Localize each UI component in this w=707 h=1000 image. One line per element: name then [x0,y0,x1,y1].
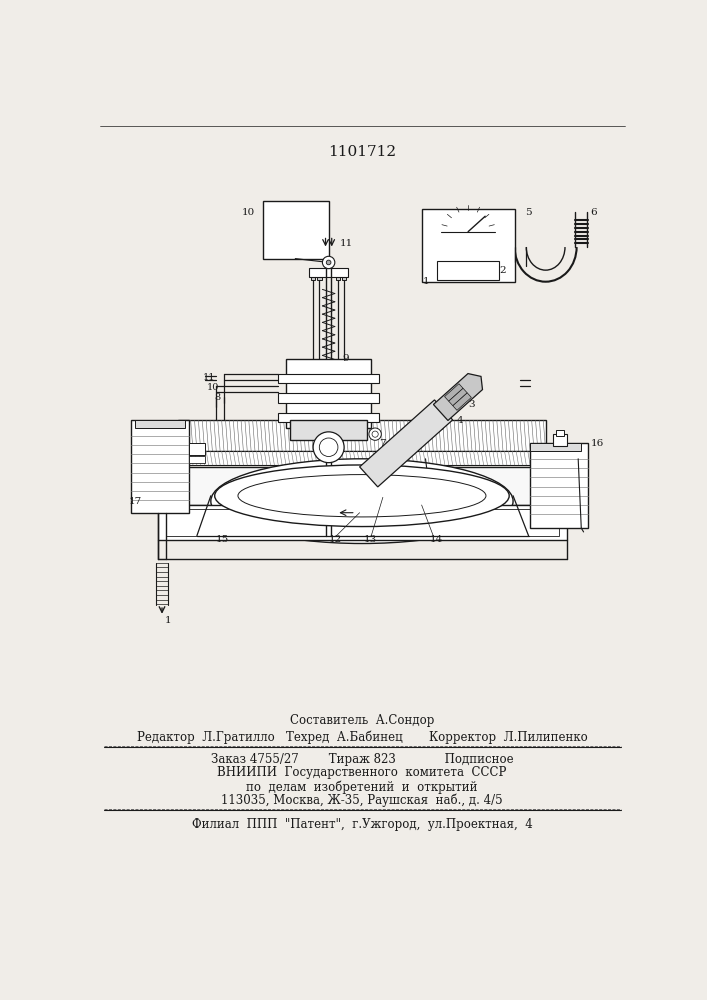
Text: 4: 4 [457,416,463,425]
Bar [189,456,204,463]
Text: 1: 1 [164,616,171,625]
Bar [279,374,379,383]
Text: 1: 1 [423,277,430,286]
Text: Филиал  ППП  "Патент",  г.Ужгород,  ул.Проектная,  4: Филиал ППП "Патент", г.Ужгород, ул.Проек… [192,818,532,831]
Bar [336,274,340,280]
Text: 8: 8 [215,393,221,402]
Bar [341,274,346,280]
Bar [135,420,185,428]
Circle shape [327,260,331,265]
Polygon shape [433,374,482,420]
Text: 11: 11 [340,239,354,248]
Text: Заказ 4755/27        Тираж 823             Подписное: Заказ 4755/27 Тираж 823 Подписное [211,753,513,766]
Text: 3: 3 [468,400,474,409]
Text: по  делам  изобретений  и  открытий: по делам изобретений и открытий [246,780,478,794]
Bar [279,393,379,403]
Bar [317,274,322,280]
Bar [311,274,315,280]
Polygon shape [453,393,472,410]
Text: 16: 16 [590,439,604,448]
Text: 10: 10 [207,383,219,392]
Bar [182,451,542,465]
Text: 113035, Москва, Ж-35, Раушская  наб., д. 4/5: 113035, Москва, Ж-35, Раушская наб., д. … [221,794,503,807]
Text: 13: 13 [363,535,377,544]
Text: 17: 17 [129,497,142,506]
Bar [556,430,564,436]
Bar [530,443,580,451]
Bar [286,359,371,428]
Circle shape [369,428,381,440]
Text: Редактор  Л.Гратилло   Техред  А.Бабинец       Корректор  Л.Пилипенко: Редактор Л.Гратилло Техред А.Бабинец Кор… [136,731,588,744]
Polygon shape [449,388,467,406]
Bar [437,261,499,280]
Bar [279,413,379,422]
Bar [158,505,566,540]
Text: 10: 10 [242,208,255,217]
Bar [131,420,189,513]
Ellipse shape [215,465,509,527]
Bar [530,443,588,528]
Text: 1101712: 1101712 [328,145,396,159]
Bar [263,201,329,259]
Text: 12: 12 [329,535,342,544]
Bar [177,420,546,451]
Text: 11: 11 [203,373,216,382]
Bar [166,509,559,536]
Text: 14: 14 [429,535,443,544]
Text: ВНИИПИ  Государственного  комитета  СССР: ВНИИПИ Государственного комитета СССР [217,766,507,779]
Text: 5: 5 [437,424,444,432]
Circle shape [313,432,344,463]
Bar [309,268,348,277]
Text: 7: 7 [379,439,385,448]
Text: 5: 5 [525,208,532,217]
Ellipse shape [211,459,513,544]
Text: 6: 6 [590,208,597,217]
Text: Составитель  А.Сондор: Составитель А.Сондор [290,714,434,727]
Text: 9: 9 [343,354,349,363]
Text: 15: 15 [216,535,230,544]
Bar [177,466,546,505]
Bar [554,434,567,446]
Circle shape [322,256,335,269]
Bar [189,443,204,455]
Bar [421,209,515,282]
Text: 2: 2 [499,266,506,275]
Bar [290,420,368,440]
Polygon shape [445,384,463,401]
Polygon shape [360,400,452,487]
